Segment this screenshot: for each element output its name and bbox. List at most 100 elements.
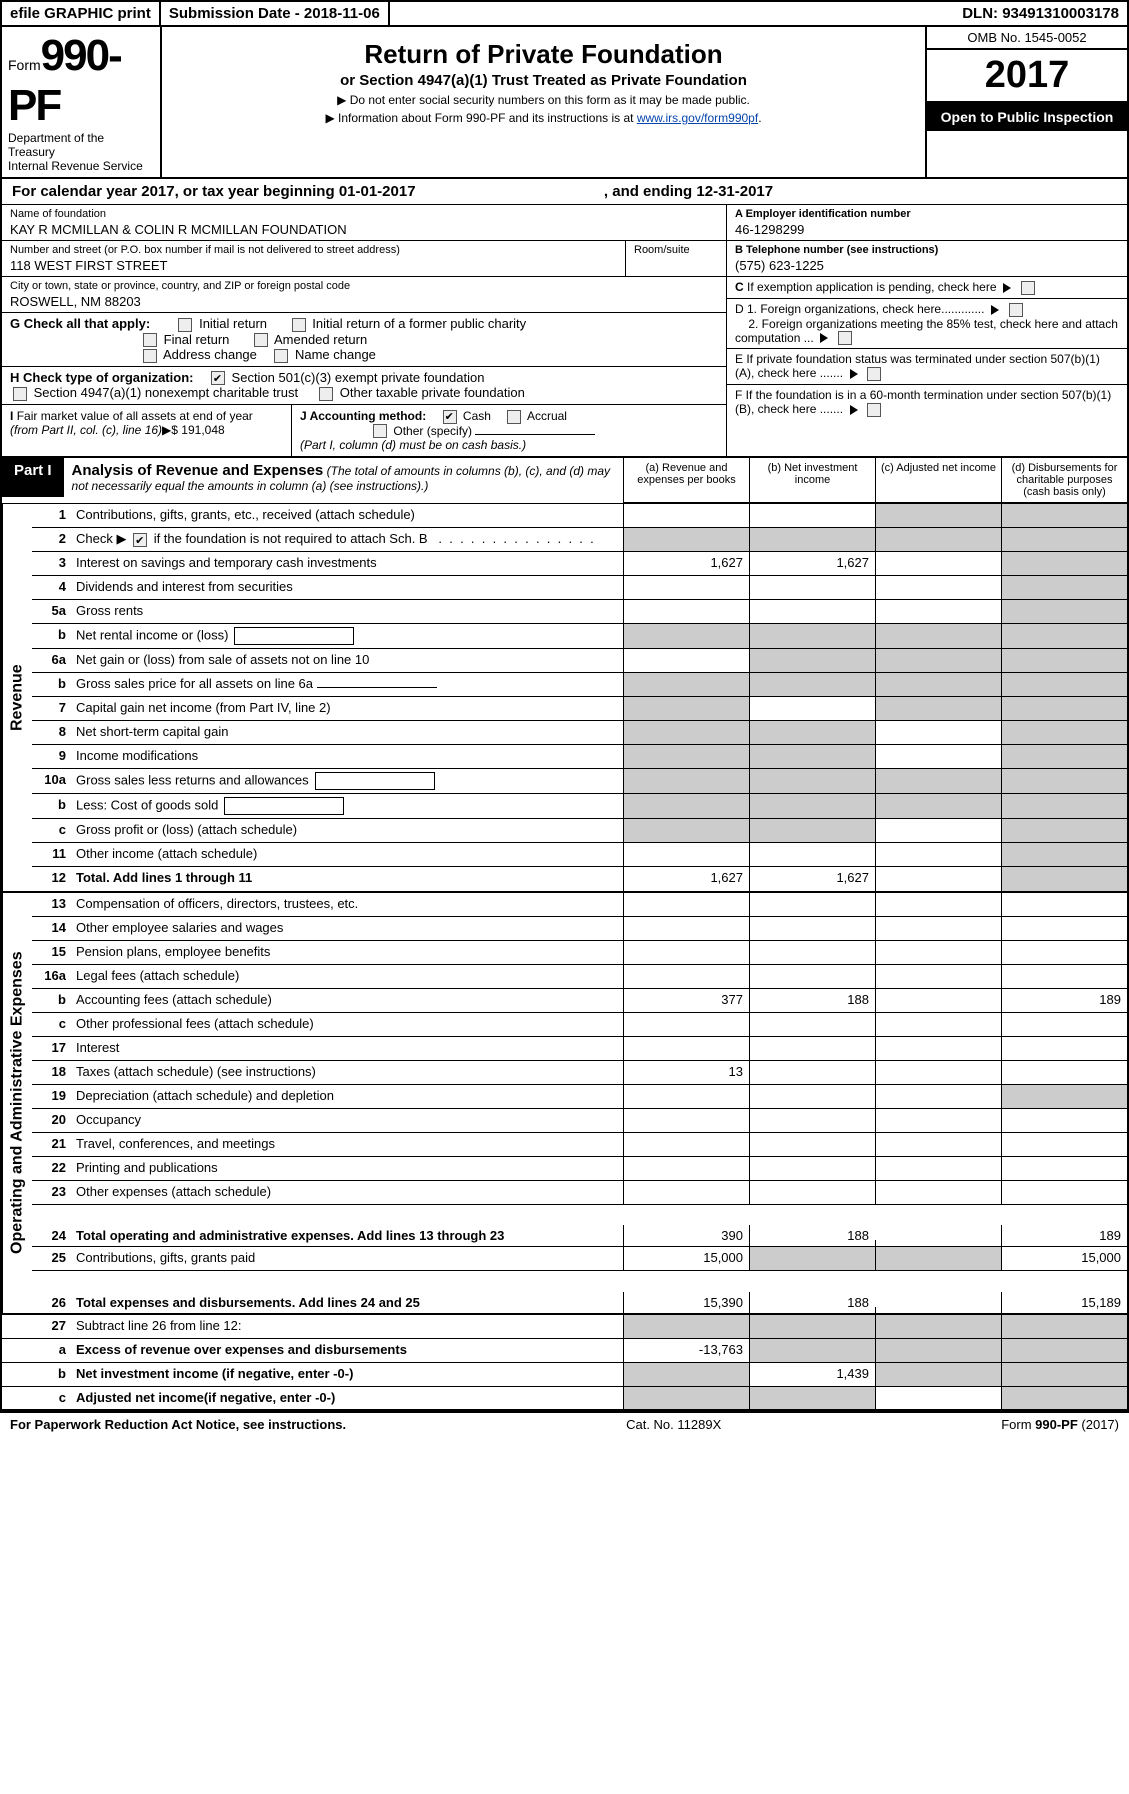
row-number: 3 [32,552,72,575]
table-row: 8 Net short-term capital gain [32,721,1127,745]
chk-60month[interactable] [867,403,881,417]
chk-501c3[interactable] [211,371,225,385]
cell [875,867,1001,891]
row-number: 9 [32,745,72,768]
cell [1001,528,1127,551]
cell [623,794,749,818]
table-row: 26 Total expenses and disbursements. Add… [32,1271,1127,1313]
cell [623,528,749,551]
cell [749,1037,875,1060]
cell [623,600,749,623]
cell [875,1315,1001,1338]
name-cell: Name of foundation KAY R MCMILLAN & COLI… [2,205,726,241]
irs-link[interactable]: www.irs.gov/form990pf [637,111,758,125]
chk-schb[interactable] [133,533,147,547]
chk-terminated[interactable] [867,367,881,381]
cell: 1,439 [749,1363,875,1386]
cell [623,1085,749,1108]
cell [875,1307,1001,1313]
cell: 188 [749,989,875,1012]
row-number: 1 [32,504,72,527]
footer-left: For Paperwork Reduction Act Notice, see … [10,1417,346,1432]
chk-4947[interactable] [13,387,27,401]
cell [749,673,875,696]
chk-foreign-85[interactable] [838,331,852,345]
opt-501c3: Section 501(c)(3) exempt private foundat… [232,370,485,385]
row-desc: Less: Cost of goods sold [72,794,623,818]
row-desc: Net investment income (if negative, ente… [72,1363,623,1386]
dept-treasury: Department of the Treasury [8,131,154,159]
row-number: c [32,1013,72,1036]
arrow-icon [850,405,858,415]
c-cell: C If exemption application is pending, c… [727,277,1127,299]
cell [749,528,875,551]
cell: 1,627 [749,552,875,575]
table-row: 16a Legal fees (attach schedule) [32,965,1127,989]
header-left: Form990-PF Department of the Treasury In… [2,27,162,177]
cell [749,1133,875,1156]
calendar-year-row: For calendar year 2017, or tax year begi… [2,177,1127,205]
col-a-header: (a) Revenue and expenses per books [623,458,749,503]
cal-mid: , and ending [604,183,697,200]
chk-name-change[interactable] [274,349,288,363]
row-desc: Total expenses and disbursements. Add li… [72,1292,623,1313]
cell: 189 [1001,989,1127,1012]
cell [1001,504,1127,527]
chk-cash[interactable] [443,410,457,424]
cell [875,941,1001,964]
efile-label: efile GRAPHIC print [2,2,161,25]
chk-accrual[interactable] [507,410,521,424]
row-desc: Other income (attach schedule) [72,843,623,866]
cell [749,1247,875,1270]
cell [749,819,875,842]
identity-left: Name of foundation KAY R MCMILLAN & COLI… [2,205,727,456]
chk-foreign-org[interactable] [1009,303,1023,317]
table-row: 3 Interest on savings and temporary cash… [32,552,1127,576]
chk-initial-former[interactable] [292,318,306,332]
cell [875,819,1001,842]
row-number: 20 [32,1109,72,1132]
row-desc: Contributions, gifts, grants paid [72,1247,623,1270]
cell [623,673,749,696]
table-row: b Accounting fees (attach schedule) 3771… [32,989,1127,1013]
cell [1001,893,1127,916]
cal-end: 12-31-2017 [696,183,773,200]
arrow-icon [820,333,828,343]
cell [749,721,875,744]
form-number: Form990-PF [8,31,154,131]
row-desc: Other expenses (attach schedule) [72,1181,623,1204]
form-page: efile GRAPHIC print Submission Date - 20… [0,0,1129,1413]
opt-accrual: Accrual [527,409,567,423]
cell [623,1181,749,1204]
chk-amended[interactable] [254,333,268,347]
cell [1001,649,1127,672]
row-desc: Excess of revenue over expenses and disb… [72,1339,623,1362]
cell [875,1109,1001,1132]
cell [1001,552,1127,575]
chk-other-method[interactable] [373,424,387,438]
chk-address-change[interactable] [143,349,157,363]
cell [875,965,1001,988]
part1-pill: Part I [2,458,64,497]
table-row: 18 Taxes (attach schedule) (see instruct… [32,1061,1127,1085]
cell [875,1133,1001,1156]
chk-final-return[interactable] [143,333,157,347]
cell [875,1247,1001,1270]
table-row: 20 Occupancy [32,1109,1127,1133]
cell [623,893,749,916]
row-desc: Check ▶ if the foundation is not require… [72,528,623,551]
j-label: J Accounting method: [300,409,426,423]
row-number: b [2,1363,72,1386]
opt-other-method: Other (specify) [393,424,472,438]
revenue-rows: 1 Contributions, gifts, grants, etc., re… [32,504,1127,891]
row-number: 7 [32,697,72,720]
row-number: 8 [32,721,72,744]
chk-initial-return[interactable] [178,318,192,332]
chk-exemption-pending[interactable] [1021,281,1035,295]
cell [875,649,1001,672]
cell [623,1363,749,1386]
row-number: 23 [32,1181,72,1204]
chk-other-taxable[interactable] [319,387,333,401]
cell [875,745,1001,768]
irs-label: Internal Revenue Service [8,159,154,173]
